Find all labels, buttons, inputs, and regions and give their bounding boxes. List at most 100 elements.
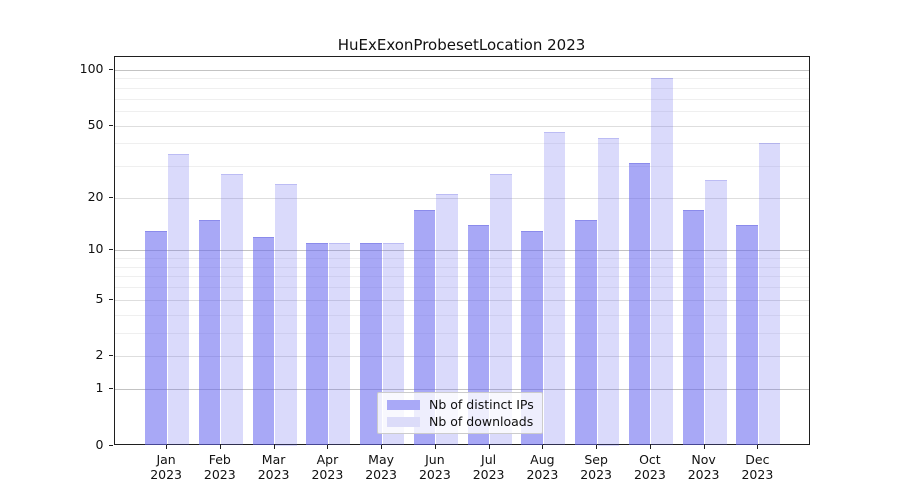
y-axis-tick-label: 0 bbox=[95, 436, 104, 452]
x-axis-tick bbox=[488, 444, 490, 449]
y-axis-tick bbox=[108, 355, 113, 357]
legend-swatch-distinct-ips bbox=[387, 399, 420, 410]
legend-item: Nb of downloads bbox=[387, 415, 533, 428]
x-tick-year: 2023 bbox=[418, 466, 451, 482]
x-tick-month: Jul bbox=[481, 451, 497, 467]
y-axis-tick-label: 100 bbox=[79, 60, 104, 76]
gridline bbox=[114, 125, 809, 127]
x-axis-tick-label: Aug 2023 bbox=[526, 452, 558, 482]
x-axis-tick-label: Apr 2023 bbox=[311, 452, 343, 482]
x-axis-tick bbox=[649, 444, 651, 449]
x-axis-tick-label: Mar 2023 bbox=[258, 452, 290, 482]
x-axis-tick bbox=[166, 444, 168, 449]
bar bbox=[682, 210, 705, 446]
x-axis-tick bbox=[219, 444, 221, 449]
bar bbox=[628, 163, 651, 446]
gridline bbox=[114, 287, 809, 289]
x-tick-year: 2023 bbox=[365, 466, 397, 482]
bar bbox=[328, 243, 351, 446]
x-tick-year: 2023 bbox=[150, 466, 182, 482]
x-axis-tick-label: Feb 2023 bbox=[204, 452, 236, 482]
bar bbox=[221, 174, 243, 446]
y-axis-tick-label: 5 bbox=[95, 290, 104, 306]
legend: Nb of distinct IPs Nb of downloads bbox=[377, 392, 543, 434]
gridline bbox=[114, 266, 809, 268]
y-axis-tick-label: 10 bbox=[87, 241, 104, 257]
x-tick-month: Jun bbox=[425, 451, 445, 467]
y-axis-tick-label: 20 bbox=[87, 188, 104, 204]
bar bbox=[306, 243, 328, 446]
bar bbox=[360, 243, 382, 446]
x-tick-month: Nov bbox=[691, 451, 716, 467]
bar bbox=[651, 78, 673, 446]
x-tick-month: Sep bbox=[584, 451, 608, 467]
x-axis-tick-label: Oct 2023 bbox=[634, 452, 666, 482]
bar bbox=[198, 219, 221, 446]
x-tick-month: Jan bbox=[156, 451, 176, 467]
bar bbox=[736, 225, 758, 446]
x-tick-year: 2023 bbox=[203, 466, 236, 482]
x-axis-tick-label: Jan 2023 bbox=[150, 452, 182, 482]
x-axis-tick bbox=[757, 444, 759, 449]
y-axis-tick bbox=[108, 68, 113, 70]
gridline bbox=[114, 250, 809, 252]
legend-swatch-downloads bbox=[387, 416, 420, 427]
x-tick-month: Oct bbox=[639, 451, 661, 467]
gridline bbox=[114, 143, 809, 145]
bar bbox=[275, 183, 297, 446]
x-tick-month: Apr bbox=[316, 451, 339, 467]
gridline bbox=[114, 389, 809, 391]
x-axis-tick bbox=[273, 444, 275, 449]
x-tick-month: May bbox=[368, 451, 395, 467]
bar bbox=[145, 230, 167, 446]
x-tick-year: 2023 bbox=[472, 466, 505, 482]
gridline bbox=[114, 276, 809, 278]
y-axis-tick bbox=[108, 196, 113, 198]
y-axis-tick bbox=[108, 388, 113, 390]
x-tick-year: 2023 bbox=[526, 466, 559, 482]
x-tick-year: 2023 bbox=[311, 466, 344, 482]
y-axis-tick-label: 2 bbox=[95, 347, 104, 363]
x-axis-tick-label: Jul 2023 bbox=[473, 452, 505, 482]
gridline bbox=[114, 98, 809, 100]
x-axis-tick-label: Dec 2023 bbox=[741, 452, 773, 482]
x-tick-year: 2023 bbox=[257, 466, 290, 482]
y-axis-tick bbox=[108, 298, 113, 300]
legend-label: Nb of distinct IPs bbox=[429, 397, 534, 412]
bar bbox=[436, 193, 458, 446]
x-tick-month: Aug bbox=[530, 451, 555, 467]
x-tick-month: Feb bbox=[208, 451, 231, 467]
bar bbox=[467, 225, 490, 446]
gridline bbox=[114, 299, 809, 301]
gridline bbox=[114, 356, 809, 358]
x-axis-tick bbox=[327, 444, 329, 449]
legend-item: Nb of distinct IPs bbox=[387, 397, 534, 412]
legend-label: Nb of downloads bbox=[429, 414, 534, 429]
x-tick-year: 2023 bbox=[633, 466, 666, 482]
gridline bbox=[114, 69, 809, 71]
x-tick-year: 2023 bbox=[580, 466, 612, 482]
x-tick-year: 2023 bbox=[687, 466, 720, 482]
bar bbox=[413, 210, 436, 446]
x-axis-tick-label: Jun 2023 bbox=[419, 452, 451, 482]
y-axis-tick bbox=[108, 249, 113, 251]
gridline bbox=[114, 78, 809, 80]
x-axis-tick bbox=[381, 444, 383, 449]
gridline bbox=[114, 87, 809, 89]
x-axis-tick-label: Sep 2023 bbox=[580, 452, 612, 482]
x-axis-tick bbox=[434, 444, 436, 449]
chart-title: HuExExonProbesetLocation 2023 bbox=[337, 36, 586, 54]
gridline bbox=[114, 314, 809, 316]
gridline bbox=[114, 110, 809, 112]
x-axis-tick bbox=[596, 444, 598, 449]
y-axis-tick bbox=[108, 124, 113, 126]
y-axis-tick bbox=[108, 444, 113, 446]
x-tick-year: 2023 bbox=[741, 466, 774, 482]
bar bbox=[521, 230, 543, 446]
x-axis-tick-label: May 2023 bbox=[365, 452, 397, 482]
y-axis-tick-label: 1 bbox=[95, 380, 104, 396]
gridline bbox=[114, 258, 809, 260]
bar bbox=[490, 174, 512, 446]
bar bbox=[167, 153, 190, 446]
